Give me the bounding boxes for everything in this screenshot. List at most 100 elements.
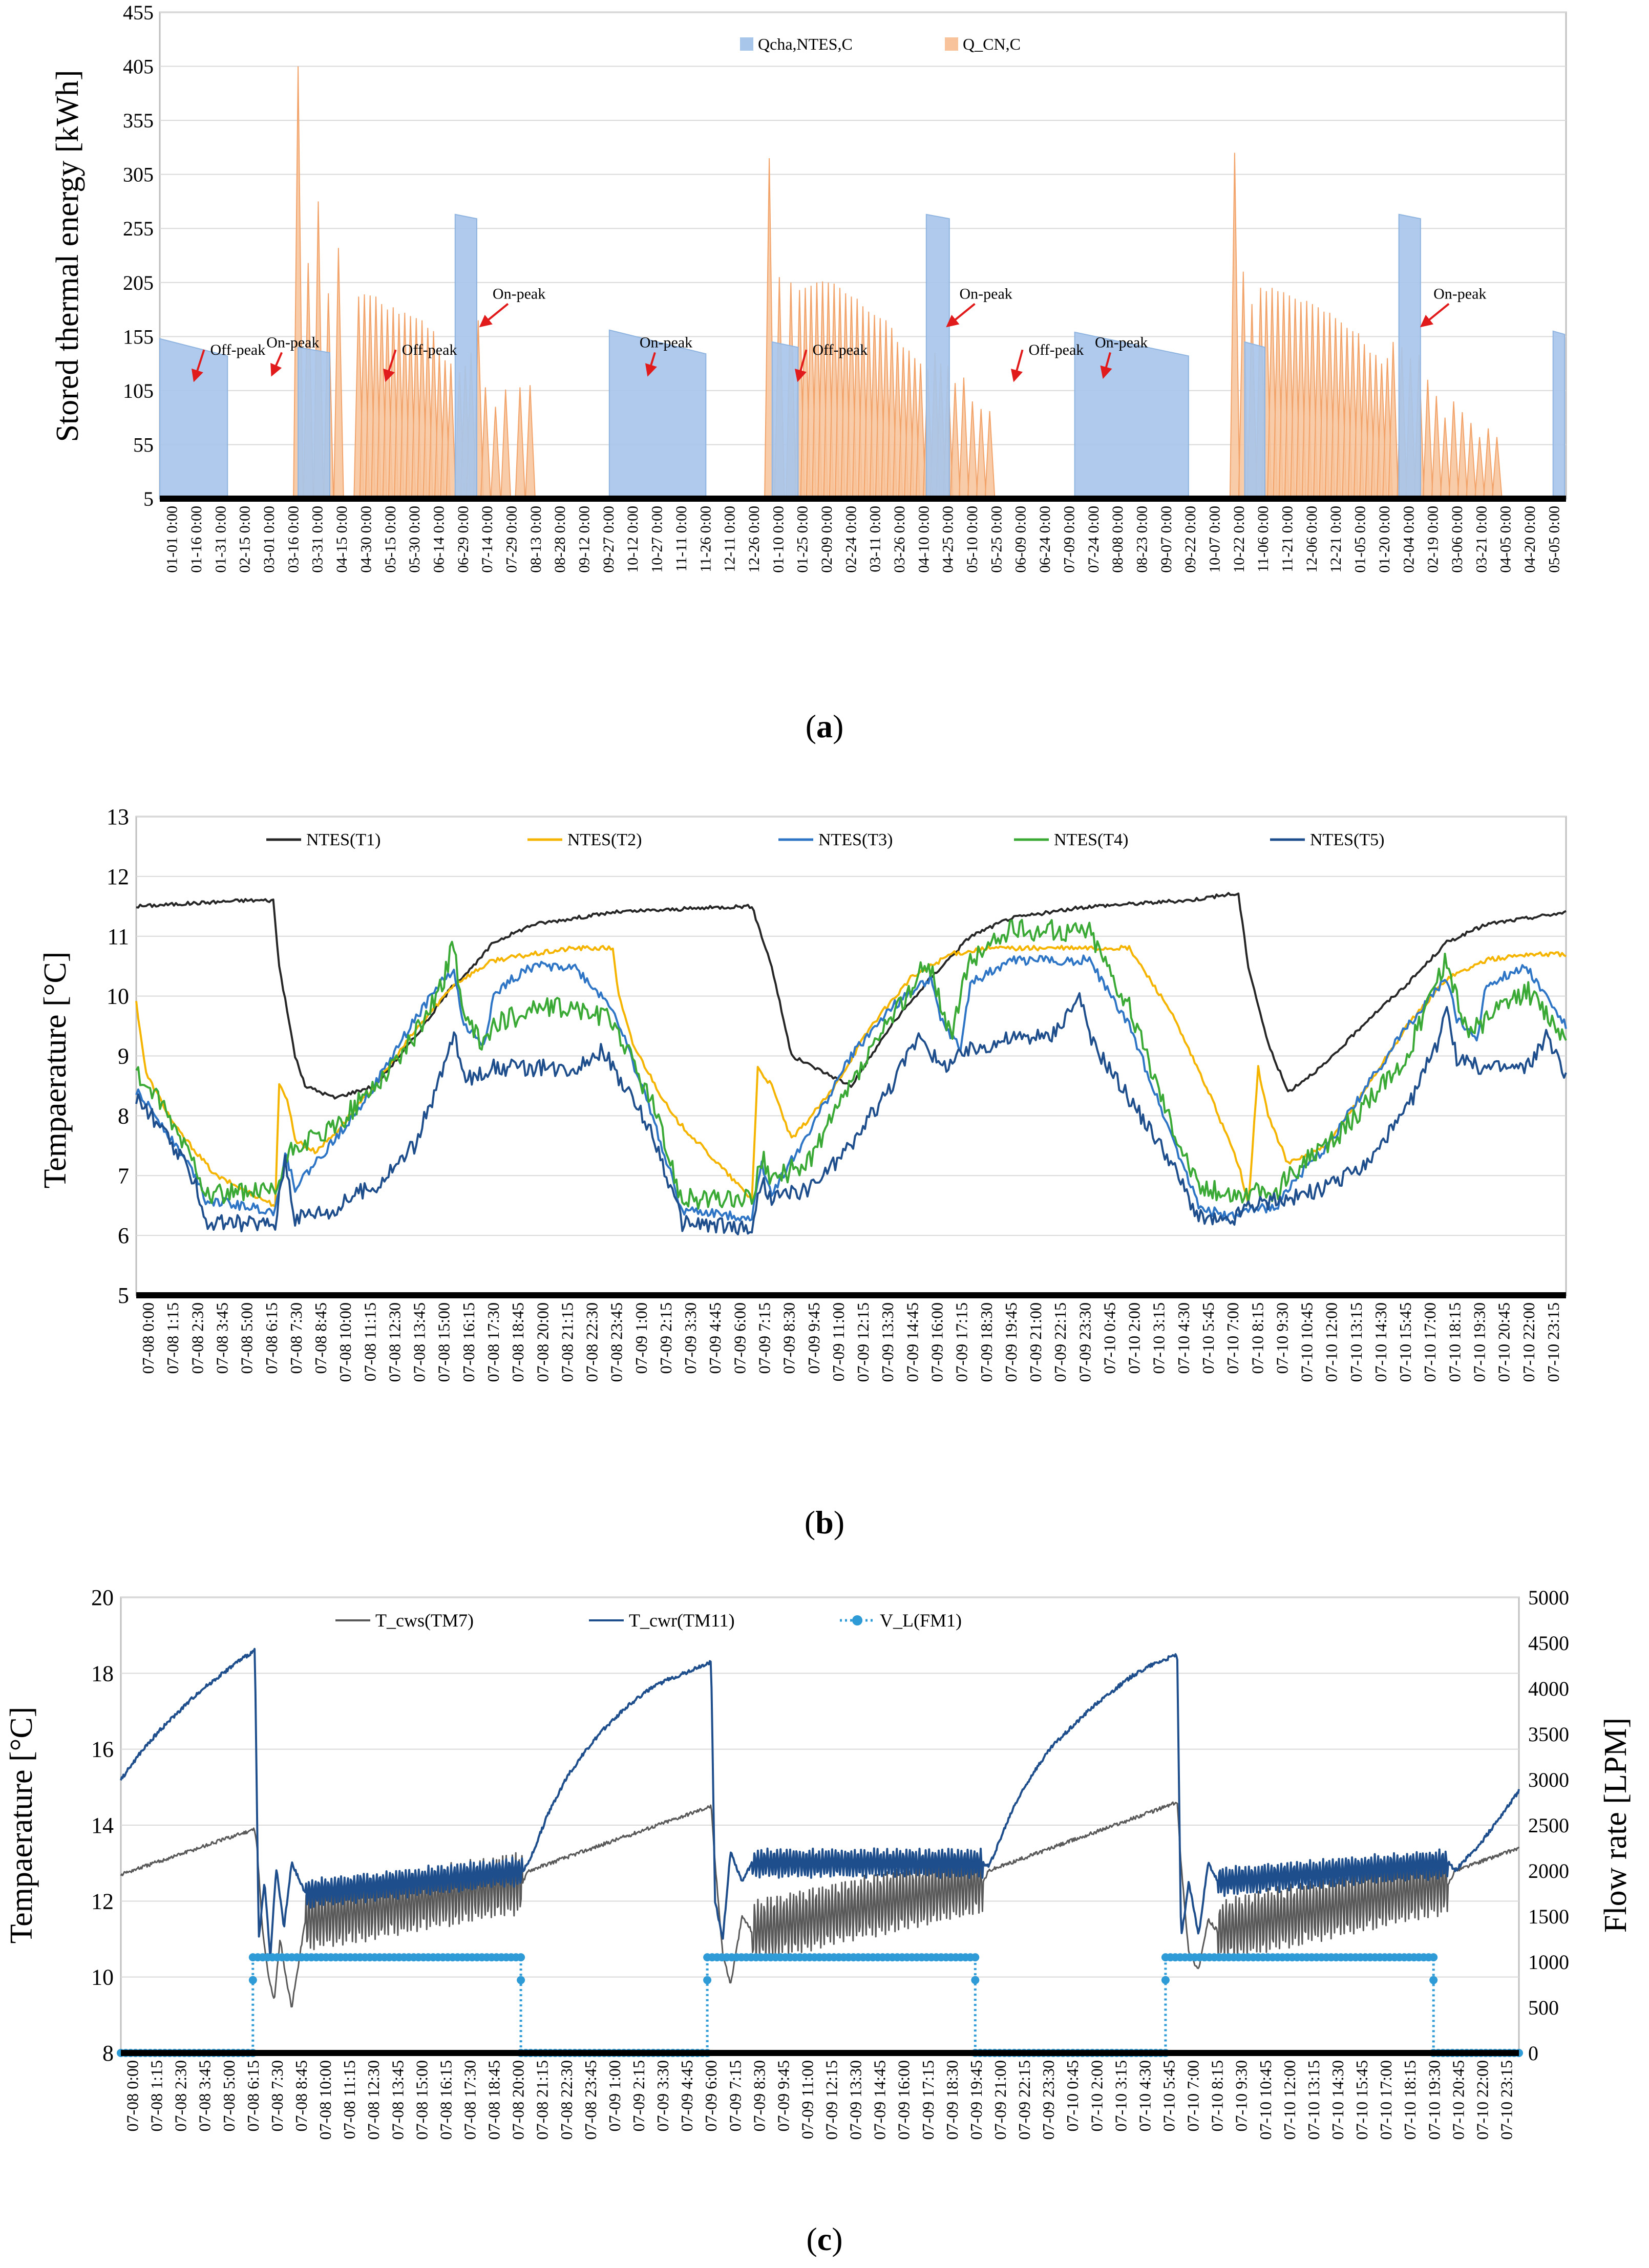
panel-a-x-tick-label: 01-25 0:00	[794, 506, 811, 573]
panel-c-x-tick-label: 07-09 23:30	[1039, 2060, 1058, 2140]
panel-c-y-tick-label: 18	[91, 1661, 114, 1686]
panel-c-x-tick-label: 07-08 21:15	[533, 2060, 552, 2140]
panel-c-x-tick-label: 07-08 18:45	[485, 2060, 503, 2140]
panel-a-x-tick-label: 12-26 0:00	[746, 506, 763, 573]
panel-b-x-tick-label: 07-08 13:45	[410, 1302, 429, 1382]
panel-b-x-tick-label: 07-10 10:45	[1298, 1302, 1316, 1382]
annotation-off-peak: Off-peak	[402, 341, 457, 358]
panel-a-y-tick-label: 105	[123, 379, 154, 402]
panel-c-right-tick-label: 500	[1528, 1996, 1559, 2019]
panel-a-x-tick-label: 03-01 0:00	[261, 506, 278, 573]
panel-b-x-tick-label: 07-10 18:15	[1445, 1302, 1464, 1382]
panel-c-x-tick-label: 07-10 14:30	[1328, 2060, 1347, 2140]
panel-a-x-tick-label: 04-15 0:00	[333, 506, 350, 573]
panel-a-x-tick-label: 08-13 0:00	[527, 506, 544, 573]
panel-a-x-tick-label: 11-11 0:00	[673, 506, 690, 572]
panel-a-x-tick-label: 01-31 0:00	[212, 506, 229, 573]
panel-c-right-tick-label: 1500	[1528, 1905, 1569, 1928]
v-l-fm1-point	[517, 1953, 525, 1962]
annotation-arrow	[479, 303, 509, 328]
panel-b-x-tick-label: 07-08 21:15	[558, 1302, 576, 1382]
panel-c-x-tick-label: 07-09 4:45	[678, 2060, 696, 2132]
panel-c-x-tick-label: 07-09 2:15	[629, 2060, 648, 2132]
panel-b-x-tick-label: 07-10 2:00	[1125, 1302, 1144, 1374]
panel-b-y-tick-label: 10	[107, 984, 129, 1009]
panel-b-x-tick-label: 07-10 22:00	[1519, 1302, 1538, 1382]
panel-a-x-tick-label: 05-15 0:00	[382, 506, 399, 573]
panel-b-x-tick-label: 07-10 7:00	[1223, 1302, 1242, 1374]
panel-a-caption: (a)	[806, 708, 844, 744]
panel-c-x-tick-label: 07-08 5:00	[220, 2060, 238, 2132]
panel-c-x-tick-label: 07-10 10:45	[1256, 2060, 1275, 2140]
panel-c-x-tick-label: 07-08 1:15	[147, 2060, 166, 2132]
panel-b-x-tick-label: 07-08 10:00	[336, 1302, 354, 1382]
panel-b-x-tick-label: 07-08 20:00	[533, 1302, 552, 1382]
panel-a-x-tick-label: 11-21 0:00	[1279, 506, 1296, 572]
panel-a-x-tick-label: 02-04 0:00	[1400, 506, 1417, 573]
panel-c-x-tick-label: 07-09 22:15	[1015, 2060, 1033, 2140]
panel-a-x-tick-label: 08-23 0:00	[1133, 506, 1150, 573]
panel-c-x-tick-label: 07-09 9:45	[774, 2060, 792, 2132]
panel-a-x-tick-label: 05-10 0:00	[964, 506, 981, 573]
qcha-ntes-c-block	[1244, 341, 1265, 499]
panel-b-x-tick-label: 07-09 11:00	[829, 1302, 848, 1381]
panel-c-x-tick-label: 07-10 12:00	[1280, 2060, 1299, 2140]
panel-b-x-tick-label: 07-08 8:45	[311, 1302, 330, 1374]
panel-b-x-tick-label: 07-09 7:15	[755, 1302, 774, 1374]
panel-c-y-tick-label: 14	[91, 1813, 114, 1838]
panel-a-x-tick-label: 10-07 0:00	[1207, 506, 1223, 573]
panel-a-x-tick-label: 03-06 0:00	[1449, 506, 1466, 573]
panel-c-right-tick-label: 4000	[1528, 1677, 1569, 1700]
panel-b-x-axis-bar	[136, 1292, 1566, 1298]
annotation-arrow	[645, 352, 657, 377]
panel-a-legend: Qcha,NTES,C Q_CN,C	[740, 35, 1021, 53]
panel-c-y-tick-label: 16	[91, 1737, 114, 1762]
panel-a-x-tick-label: 10-27 0:00	[649, 506, 666, 573]
panel-c-y-axis-title: Tempaerature [°C]	[4, 1707, 39, 1944]
panel-c-x-tick-label: 07-09 7:15	[726, 2060, 744, 2132]
panel-c-x-tick-label: 07-08 3:45	[196, 2060, 214, 2132]
panel-b-x-tick-label: 07-09 8:30	[780, 1302, 798, 1374]
legend-label-ntes-t1-: NTES(T1)	[306, 830, 380, 849]
panel-a-x-tick-label: 01-20 0:00	[1376, 506, 1393, 573]
annotation-arrow	[383, 349, 397, 382]
panel-a-x-tick-label: 09-27 0:00	[600, 506, 617, 573]
panel-a-x-tick-label: 07-09 0:00	[1061, 506, 1077, 573]
panel-a-x-tick-label: 06-24 0:00	[1037, 506, 1053, 573]
panel-a-x-tick-label: 10-22 0:00	[1231, 506, 1248, 573]
panel-c-x-tick-label: 07-09 19:45	[967, 2060, 985, 2140]
panel-c-legend: T_cws(TM7) T_cwr(TM11) V_L(FM1)	[335, 1610, 962, 1631]
panel-c-x-tick-label: 07-10 8:15	[1208, 2060, 1227, 2132]
panel-c-x-tick-label: 07-09 21:00	[991, 2060, 1009, 2140]
panel-a-y-tick-label: 455	[123, 1, 154, 24]
qcha-ntes-c-block	[925, 213, 950, 499]
panel-c-caption: (c)	[806, 2221, 842, 2257]
panel-b-x-tick-label: 07-09 4:45	[706, 1302, 724, 1374]
panel-c-y-tick-label: 8	[102, 2041, 114, 2066]
v-l-fm1-point	[1429, 1953, 1438, 1962]
panel-b-x-tick-label: 07-08 5:00	[238, 1302, 256, 1374]
panel-c-x-tick-label: 07-10 3:15	[1111, 2060, 1130, 2132]
panel-c-x-tick-label: 07-09 1:00	[605, 2060, 624, 2132]
panel-b-y-tick-label: 12	[107, 864, 129, 889]
panel-c-x-tick-label: 07-08 13:45	[388, 2060, 407, 2140]
panel-a-x-tick-label: 02-09 0:00	[818, 506, 835, 573]
panel-c-x-tick-label: 07-09 3:30	[653, 2060, 672, 2132]
panel-b-x-tick-label: 07-08 1:15	[163, 1302, 182, 1374]
series-ntes-t4-	[135, 918, 1567, 1210]
panel-c-x-tick-label: 07-08 6:15	[244, 2060, 262, 2132]
panel-a-x-tick-label: 06-14 0:00	[430, 506, 447, 573]
panel-b-x-tick-label: 07-10 8:15	[1248, 1302, 1266, 1374]
annotation-on-peak: On-peak	[1095, 334, 1148, 351]
panel-c-x-tick-label: 07-09 17:15	[919, 2060, 937, 2140]
series-t-cwr-tm11-	[120, 1647, 1520, 1960]
panel-a-x-tick-label: 11-06 0:00	[1255, 506, 1272, 572]
panel-c-x-tick-label: 07-10 17:00	[1377, 2060, 1395, 2140]
panel-c-x-tick-label: 07-10 22:00	[1473, 2060, 1491, 2140]
panel-c-x-tick-label: 07-09 6:00	[702, 2060, 720, 2132]
panel-b-x-tick-label: 07-08 18:45	[509, 1302, 527, 1382]
annotation-on-peak: On-peak	[960, 285, 1012, 302]
legend-label-qcha: Qcha,NTES,C	[758, 35, 853, 53]
panel-a-x-tick-label: 09-12 0:00	[576, 506, 593, 573]
